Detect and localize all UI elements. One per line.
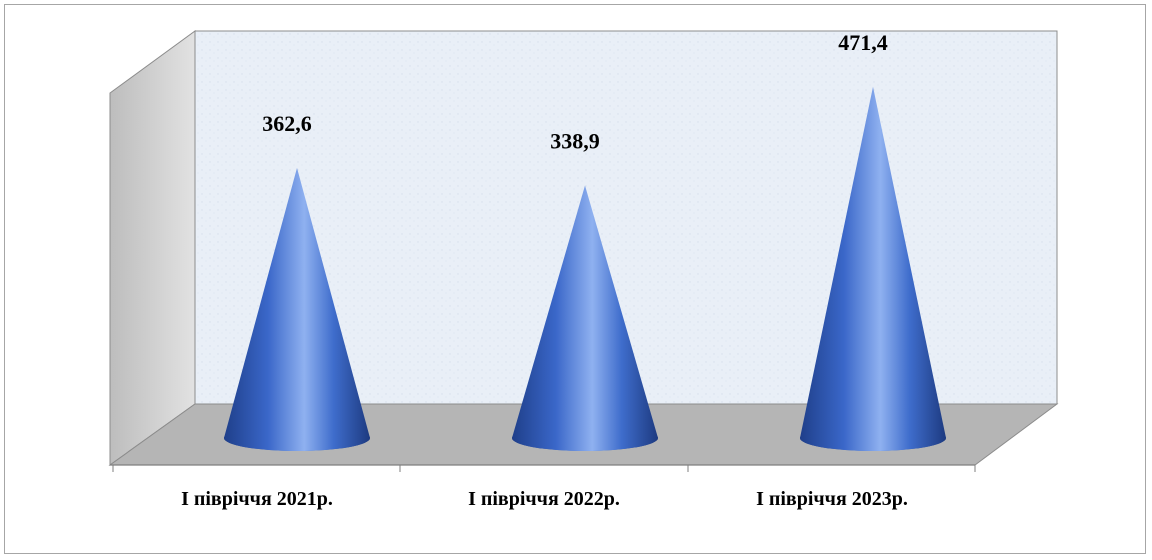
cone-body <box>224 167 370 451</box>
category-label: I півріччя 2021р. <box>181 488 333 510</box>
data-label: 471,4 <box>838 30 888 55</box>
side-wall <box>109 30 196 466</box>
cone-bar <box>224 167 370 451</box>
cone-body <box>800 86 946 451</box>
data-label: 362,6 <box>262 111 312 136</box>
category-label: I півріччя 2023р. <box>756 488 908 510</box>
cone-body <box>512 185 658 451</box>
cone-bar <box>800 86 946 451</box>
cone-bar <box>512 185 658 451</box>
category-label: I півріччя 2022р. <box>468 488 620 510</box>
data-label: 338,9 <box>550 129 600 154</box>
